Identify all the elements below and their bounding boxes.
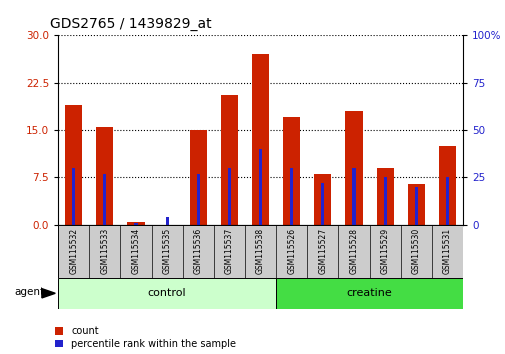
Text: GSM115527: GSM115527 [318, 228, 327, 274]
Bar [352, 168, 355, 225]
Bar [227, 168, 231, 225]
Text: agent: agent [15, 287, 44, 297]
Text: creatine: creatine [346, 288, 392, 298]
Bar [376, 168, 393, 225]
Bar [65, 105, 82, 225]
Bar [407, 184, 424, 225]
Bar [134, 223, 137, 225]
Polygon shape [42, 289, 55, 298]
Bar [58, 278, 276, 309]
Bar [438, 146, 455, 225]
Bar [445, 177, 448, 225]
Bar [314, 174, 331, 225]
Text: GSM115534: GSM115534 [131, 228, 140, 274]
Bar [251, 54, 269, 225]
Text: GSM115538: GSM115538 [256, 228, 265, 274]
Bar [196, 174, 199, 225]
Bar [127, 222, 144, 225]
Bar [165, 217, 168, 225]
Text: GSM115537: GSM115537 [225, 228, 233, 274]
Text: GSM115536: GSM115536 [193, 228, 203, 274]
Text: GSM115533: GSM115533 [100, 228, 109, 274]
Text: GSM115531: GSM115531 [442, 228, 451, 274]
Text: GSM115528: GSM115528 [349, 228, 358, 274]
Text: GSM115529: GSM115529 [380, 228, 389, 274]
Bar [259, 149, 262, 225]
Bar [383, 177, 386, 225]
Bar [103, 174, 106, 225]
Bar [289, 168, 293, 225]
Text: GSM115530: GSM115530 [411, 228, 420, 274]
Bar [321, 183, 324, 225]
Text: GDS2765 / 1439829_at: GDS2765 / 1439829_at [50, 17, 211, 31]
Bar [221, 95, 237, 225]
Bar [414, 187, 417, 225]
Bar [345, 111, 362, 225]
Text: GSM115535: GSM115535 [162, 228, 171, 274]
Text: GSM115526: GSM115526 [287, 228, 295, 274]
Bar [72, 168, 75, 225]
Bar [283, 118, 299, 225]
Text: GSM115532: GSM115532 [69, 228, 78, 274]
Bar [96, 127, 113, 225]
Bar [189, 130, 207, 225]
Legend: count, percentile rank within the sample: count, percentile rank within the sample [56, 326, 235, 349]
Bar [276, 278, 462, 309]
Text: control: control [147, 288, 186, 298]
